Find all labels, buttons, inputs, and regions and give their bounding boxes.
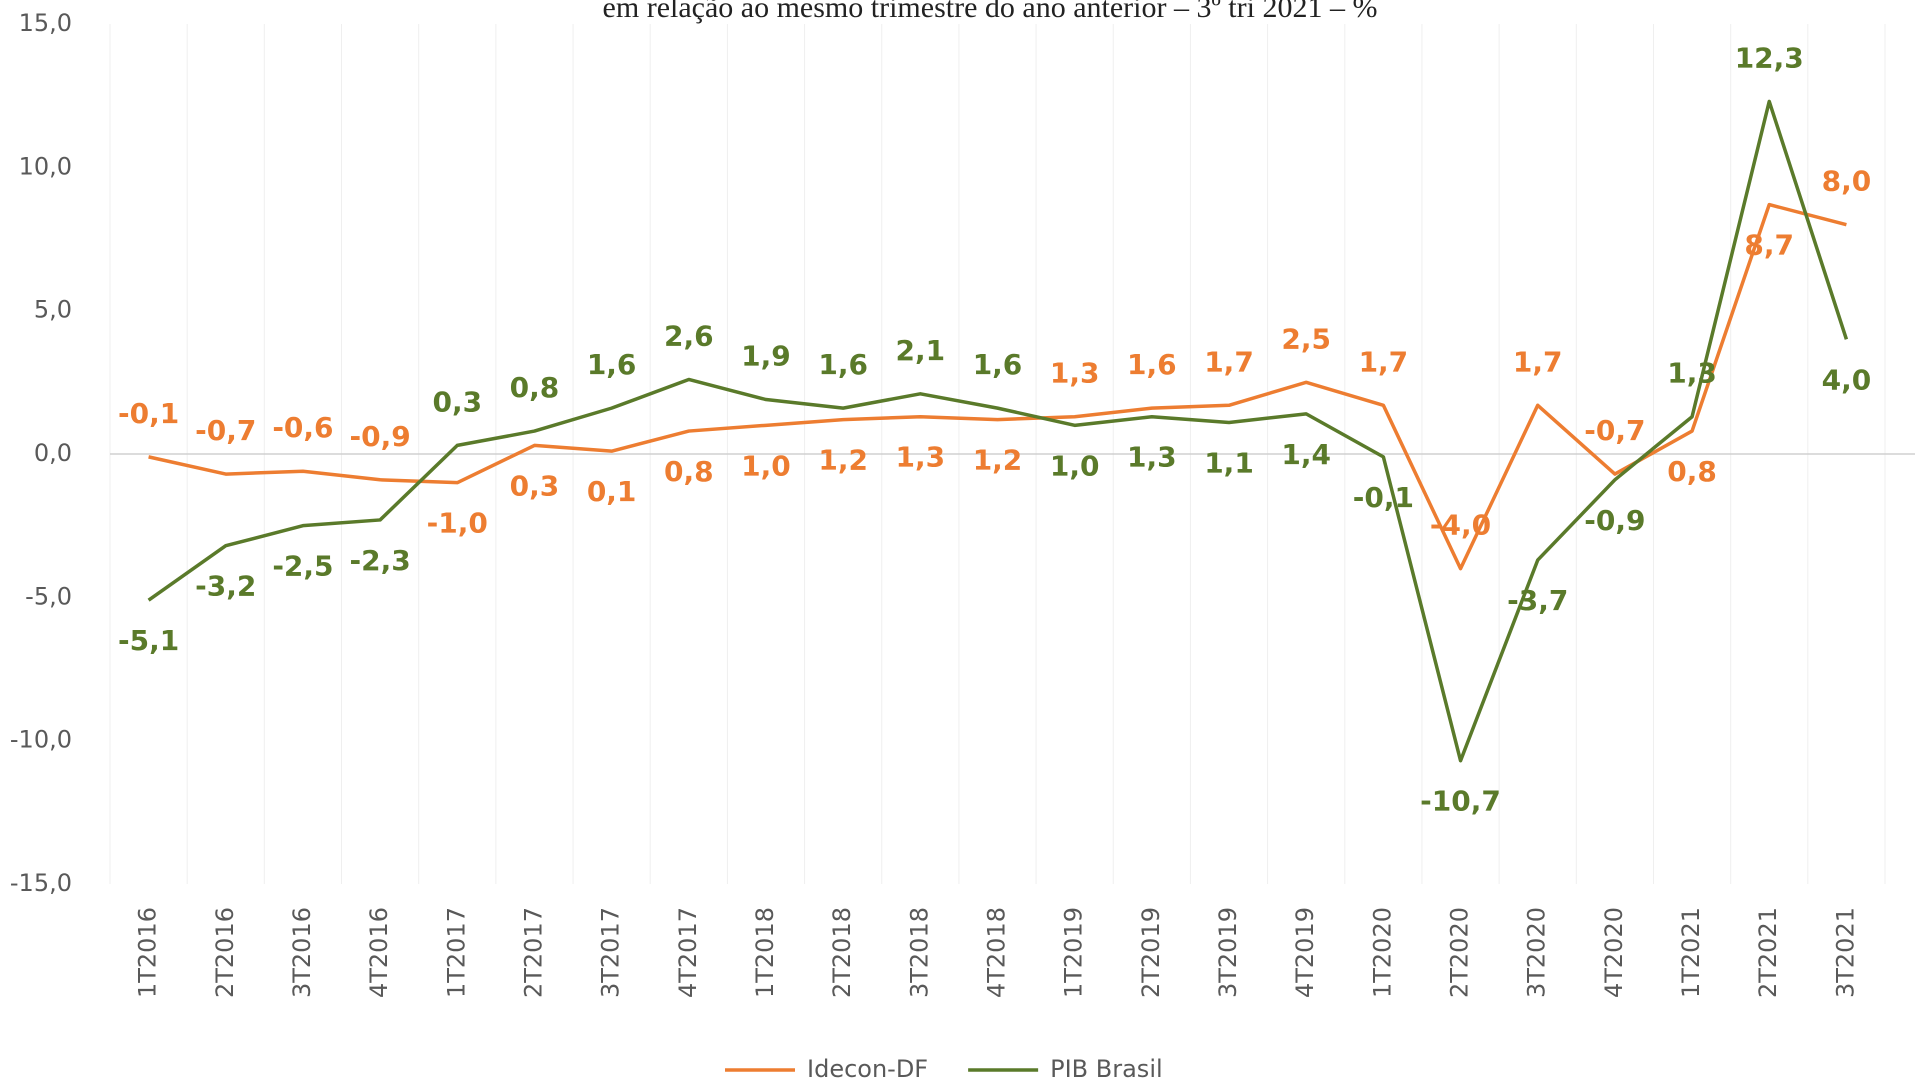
data-label: -0,1: [1353, 481, 1414, 514]
data-label: 1,2: [818, 444, 868, 477]
x-tick-label: 1T2017: [442, 907, 470, 998]
data-label: 1,3: [1667, 357, 1717, 390]
data-label: 0,3: [432, 385, 482, 418]
data-label: 1,7: [1359, 345, 1409, 378]
data-label: -0,9: [349, 420, 410, 453]
data-label: -5,1: [118, 624, 179, 657]
y-tick-label: 5,0: [34, 296, 72, 324]
data-label: 1,9: [741, 340, 791, 373]
x-tick-label: 1T2021: [1677, 907, 1705, 998]
data-label: 0,8: [510, 371, 560, 404]
x-tick-label: 2T2019: [1137, 907, 1165, 998]
x-tick-label: 4T2016: [365, 907, 393, 998]
x-tick-label: 4T2017: [674, 907, 702, 998]
data-label: 4,0: [1822, 363, 1872, 396]
data-label: 1,7: [1513, 345, 1563, 378]
data-label: 2,6: [664, 319, 714, 352]
x-tick-label: 1T2020: [1368, 907, 1396, 998]
x-tick-label: 4T2019: [1291, 907, 1319, 998]
x-tick-label: 2T2021: [1754, 907, 1782, 998]
data-label: 0,1: [587, 475, 637, 508]
line-series: [147, 99, 1849, 763]
data-label: 12,3: [1735, 41, 1804, 74]
x-tick-label: 3T2020: [1523, 907, 1551, 998]
x-tick-label: 3T2018: [905, 907, 933, 998]
data-label: 0,8: [664, 455, 714, 488]
data-label: -1,0: [427, 507, 488, 540]
data-label: 2,5: [1281, 322, 1331, 355]
legend-label: Idecon-DF: [807, 1055, 928, 1082]
data-label: -2,5: [272, 550, 333, 583]
data-label: -4,0: [1430, 509, 1491, 542]
x-tick-label: 2T2020: [1446, 907, 1474, 998]
data-label: 1,6: [587, 348, 637, 381]
data-label: 0,8: [1667, 455, 1717, 488]
data-label: -3,7: [1507, 584, 1568, 617]
data-label: -10,7: [1420, 785, 1501, 818]
data-label: 1,3: [896, 441, 946, 474]
y-tick-label: -10,0: [10, 726, 72, 754]
y-tick-label: 0,0: [34, 439, 72, 467]
data-label: 1,6: [973, 348, 1023, 381]
data-label: -0,1: [118, 397, 179, 430]
x-tick-label: 1T2016: [134, 907, 162, 998]
data-label: 1,1: [1204, 446, 1254, 479]
x-tick-label: 1T2018: [751, 907, 779, 998]
data-label: 1,4: [1281, 438, 1331, 471]
x-tick-label: 3T2017: [597, 907, 625, 998]
x-tick-label: 1T2019: [1060, 907, 1088, 998]
x-tick-label: 3T2019: [1214, 907, 1242, 998]
data-label: 1,0: [1050, 449, 1100, 482]
x-tick-label: 2T2018: [828, 907, 856, 998]
data-label: 1,3: [1127, 441, 1177, 474]
data-label: 2,1: [896, 334, 946, 367]
y-tick-label: -5,0: [25, 582, 72, 610]
data-label: -0,9: [1584, 504, 1645, 537]
data-label: 0,3: [510, 469, 560, 502]
data-label: 8,0: [1822, 165, 1872, 198]
data-label: -0,7: [195, 414, 256, 447]
x-tick-label: 3T2021: [1831, 907, 1859, 998]
x-tick-label: 2T2016: [211, 907, 239, 998]
line-series: [148, 202, 1847, 571]
data-label: 1,7: [1204, 345, 1254, 378]
legend-label: PIB Brasil: [1050, 1055, 1163, 1082]
y-tick-label: 15,0: [19, 9, 72, 37]
data-label: -3,2: [195, 570, 256, 603]
data-label: -2,3: [349, 544, 410, 577]
data-label: -0,6: [272, 411, 333, 444]
data-label: 1,6: [1127, 348, 1177, 381]
data-label: 8,7: [1744, 229, 1794, 262]
data-label: 1,2: [973, 444, 1023, 477]
data-label: 1,3: [1050, 357, 1100, 390]
x-tick-label: 2T2017: [519, 907, 547, 998]
x-tick-label: 4T2018: [983, 907, 1011, 998]
chart-title: em relação ao mesmo trimestre do ano ant…: [603, 0, 1378, 24]
x-tick-label: 3T2016: [288, 907, 316, 998]
y-tick-label: -15,0: [10, 869, 72, 897]
data-label: 1,6: [818, 348, 868, 381]
data-label: 1,0: [741, 449, 791, 482]
data-label: -0,7: [1584, 414, 1645, 447]
y-tick-label: 10,0: [19, 152, 72, 180]
x-tick-label: 4T2020: [1600, 907, 1628, 998]
